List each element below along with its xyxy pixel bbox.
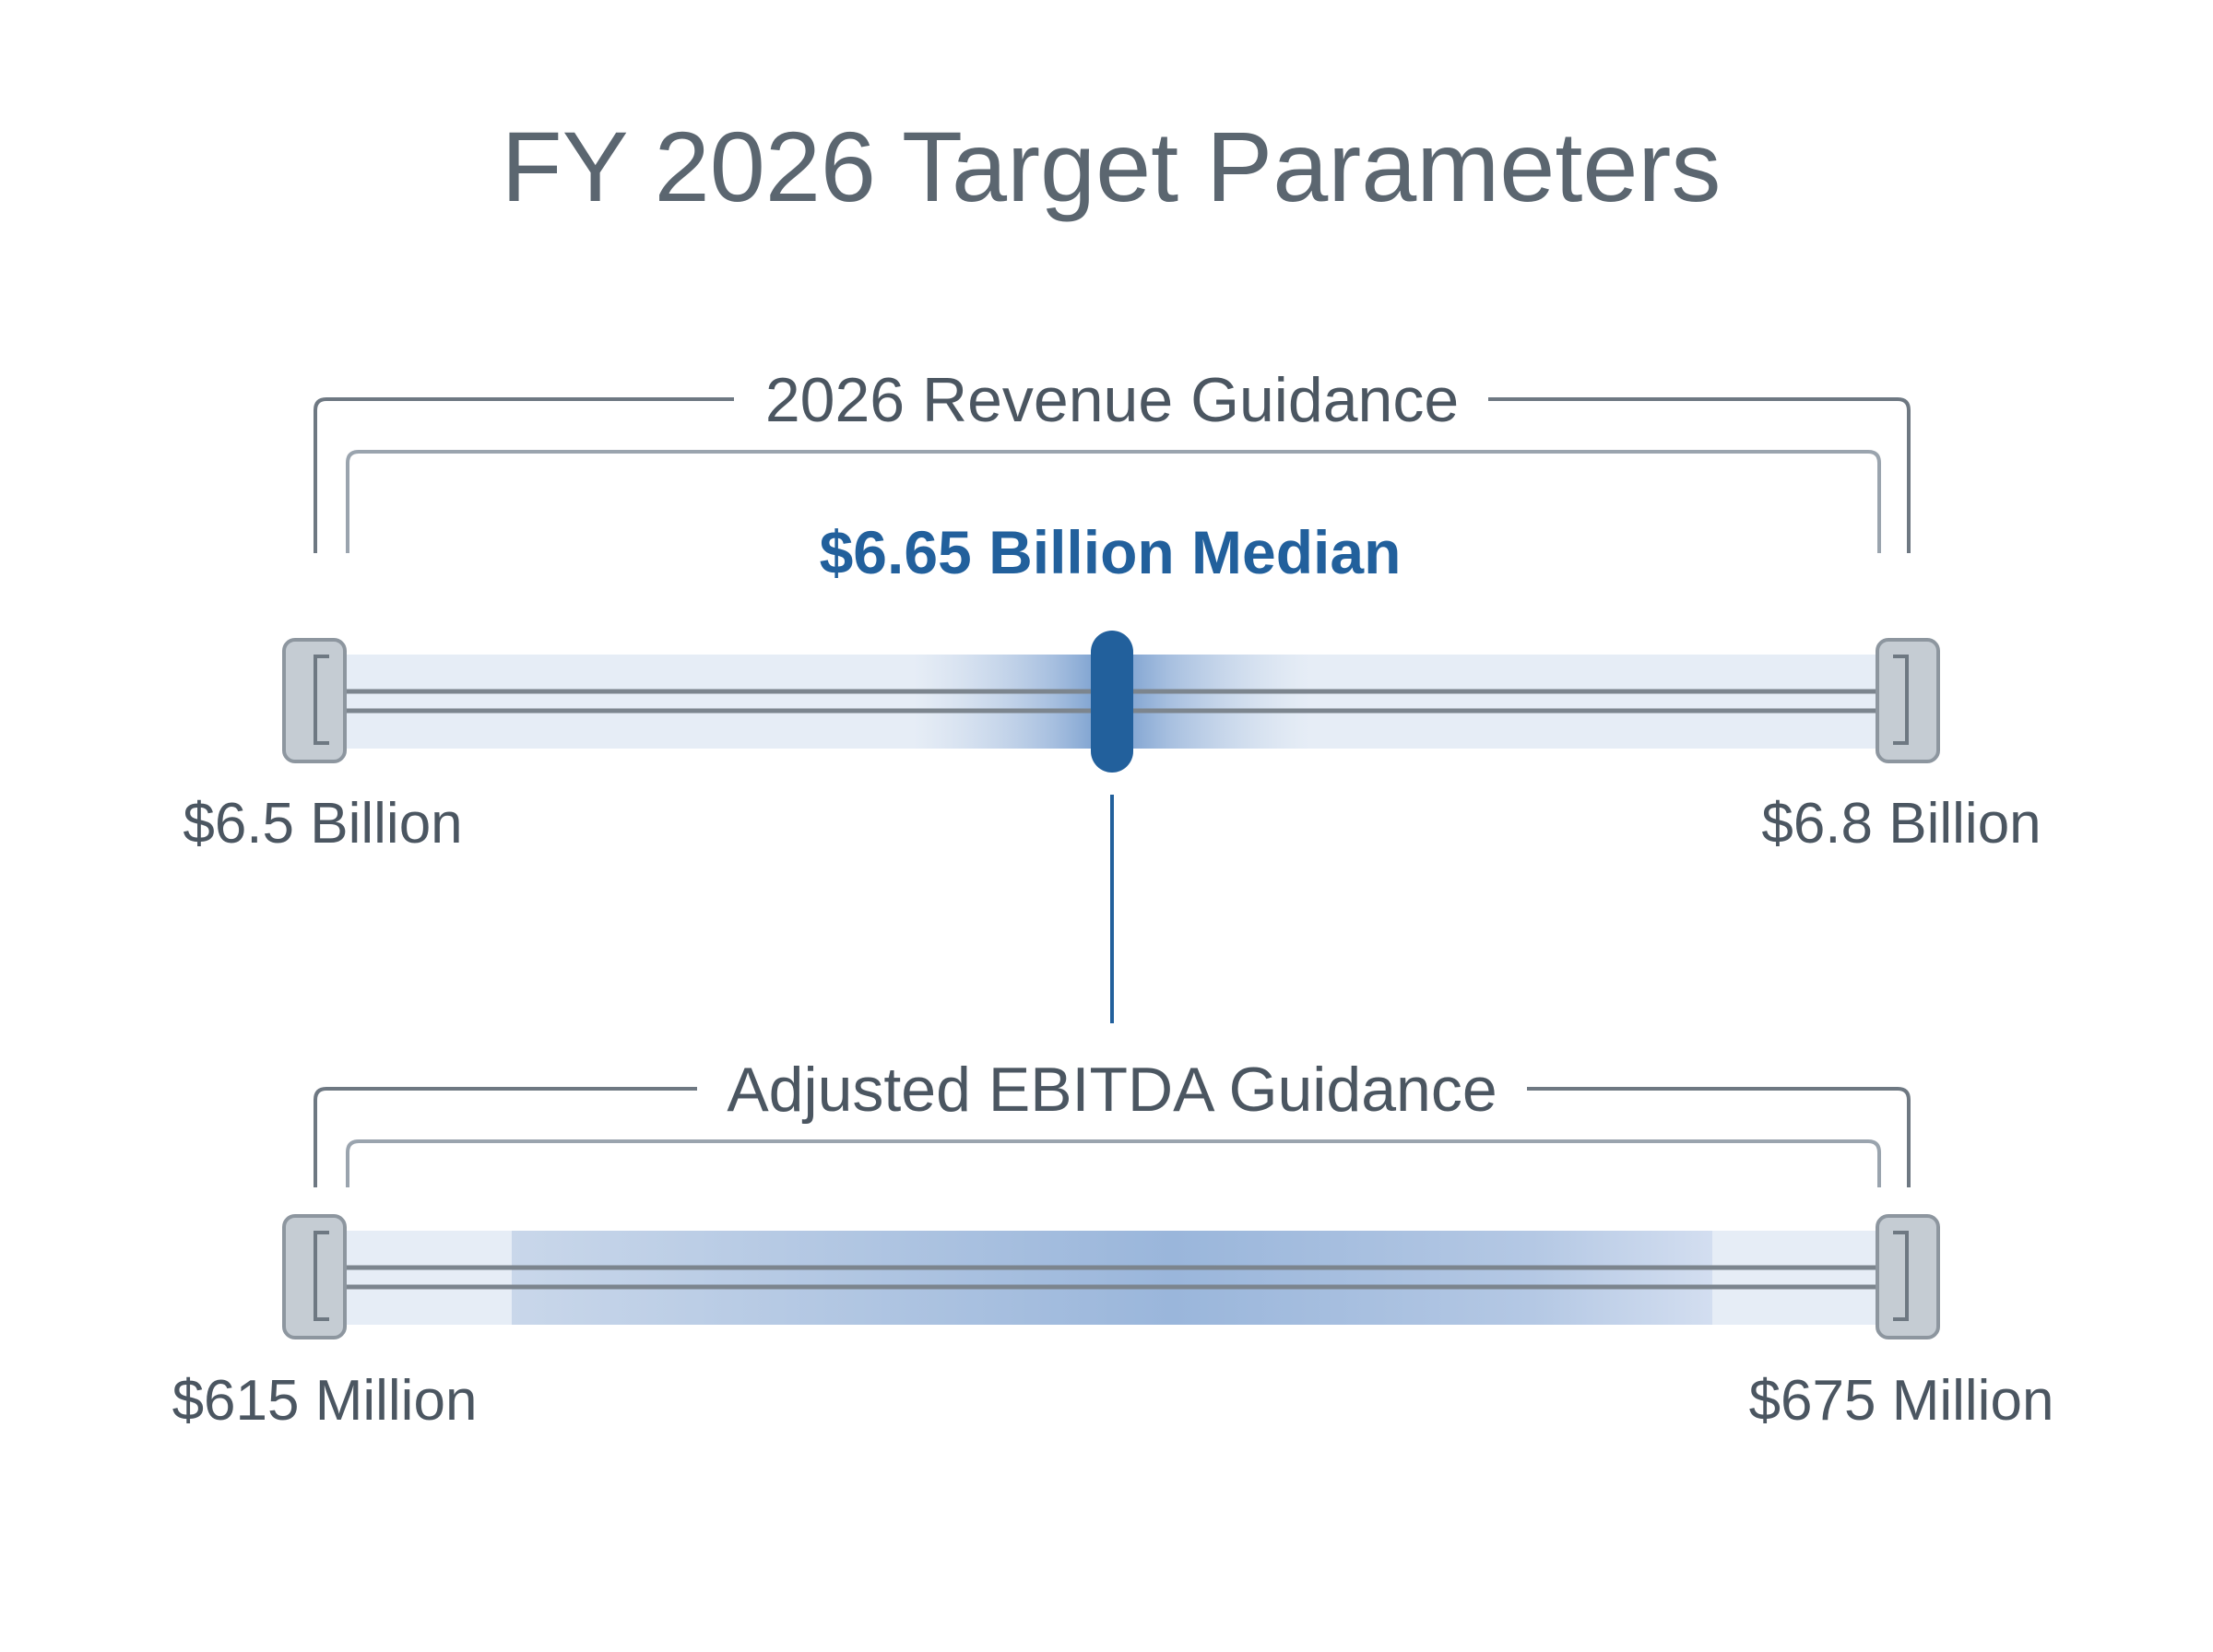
revenue-high-cap [1876, 638, 1940, 763]
ebitda-guidance-label: Adjusted EBITDA Guidance [727, 1055, 1497, 1125]
ebitda-high-label: $675 Million [1749, 1369, 2054, 1433]
revenue-low-label: $6.5 Billion [183, 792, 462, 856]
ebitda-low-label: $615 Million [172, 1369, 478, 1433]
ebitda-section: Adjusted EBITDA Guidance $615 Million $6… [172, 1055, 2054, 1433]
ebitda-high-cap [1876, 1214, 1940, 1339]
page-title: FY 2026 Target Parameters [502, 111, 1722, 222]
ebitda-bracket-inner [346, 1139, 1881, 1187]
revenue-section: 2026 Revenue Guidance $6.65 Billion Medi… [183, 365, 2041, 1023]
ebitda-bracket-outer [314, 1087, 1911, 1187]
revenue-bracket-inner [346, 450, 1881, 553]
revenue-median-label: $6.65 Billion Median [820, 518, 1402, 586]
revenue-guidance-label: 2026 Revenue Guidance [765, 365, 1459, 435]
ebitda-low-cap [282, 1214, 347, 1339]
ebitda-range-highlight [512, 1231, 1712, 1325]
revenue-median-marker [1091, 631, 1133, 773]
revenue-bracket-outer [314, 397, 1911, 553]
revenue-high-label: $6.8 Billion [1761, 792, 2041, 856]
revenue-low-cap [282, 638, 347, 763]
